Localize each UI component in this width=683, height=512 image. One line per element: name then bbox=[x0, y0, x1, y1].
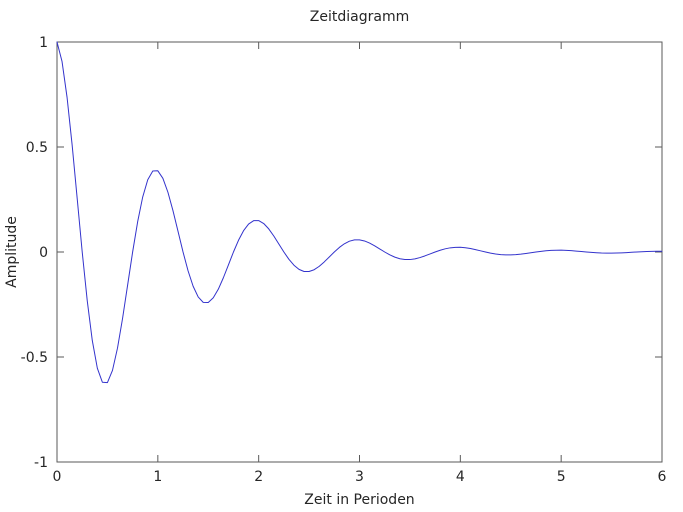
x-tick-label: 0 bbox=[53, 469, 62, 485]
axis-tick-labels: 0 1 2 3 4 5 6 -1 -0.5 0 0.5 1 bbox=[21, 35, 667, 485]
x-tick-label: 6 bbox=[658, 469, 667, 485]
x-tick-label: 2 bbox=[254, 469, 263, 485]
chart-title: Zeitdiagramm bbox=[310, 9, 409, 25]
axis-ticks bbox=[56, 41, 663, 463]
x-tick-label: 3 bbox=[355, 469, 364, 485]
y-tick-label: 1 bbox=[39, 35, 48, 51]
y-tick-label: 0.5 bbox=[26, 140, 48, 156]
plot-frame bbox=[56, 41, 663, 463]
x-axis-label: Zeit in Perioden bbox=[304, 492, 414, 508]
y-axis-label: Amplitude bbox=[4, 216, 20, 288]
signal-curve bbox=[56, 41, 663, 384]
y-tick-label: -0.5 bbox=[21, 350, 48, 366]
x-tick-label: 5 bbox=[557, 469, 566, 485]
y-tick-label: 0 bbox=[39, 245, 48, 261]
x-tick-label: 1 bbox=[153, 469, 162, 485]
y-tick-label: -1 bbox=[34, 455, 48, 471]
x-tick-label: 4 bbox=[456, 469, 465, 485]
